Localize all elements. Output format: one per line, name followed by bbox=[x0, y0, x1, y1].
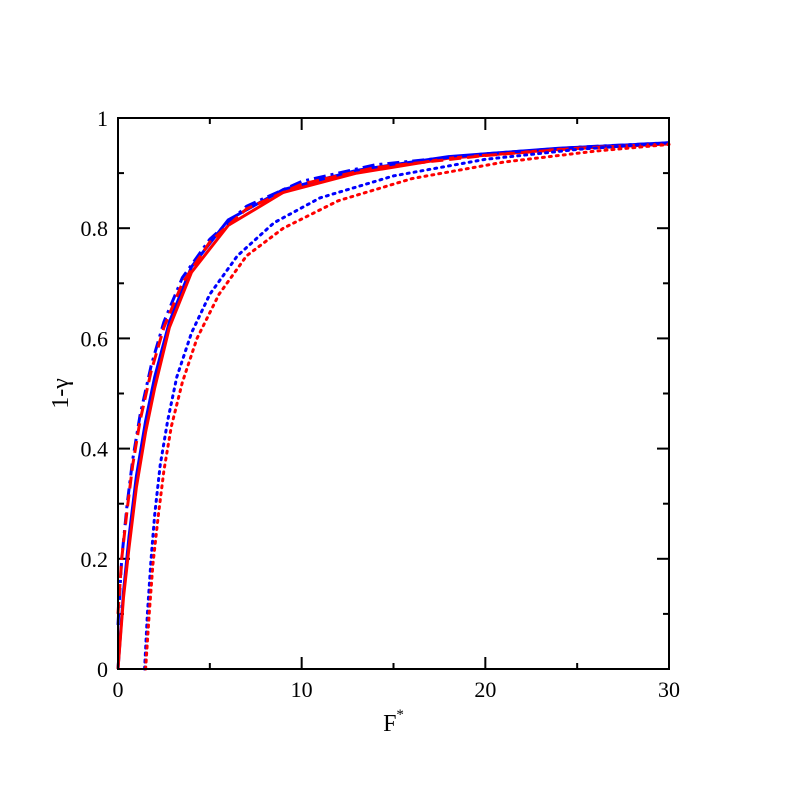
y-axis-label: 1-γ bbox=[48, 378, 74, 409]
x-axis-label: F* bbox=[383, 707, 404, 737]
plot-area bbox=[116, 141, 671, 671]
y-tick-label: 0.6 bbox=[81, 326, 109, 351]
x-tick-label: 0 bbox=[113, 677, 124, 702]
y-tick-label: 0 bbox=[97, 657, 108, 682]
x-tick-label: 20 bbox=[474, 677, 496, 702]
plot-frame bbox=[117, 117, 670, 670]
series-line-5 bbox=[144, 142, 671, 671]
tick-labels: 0 10 20 30 0 0.2 0.4 0.6 0.8 1 bbox=[81, 106, 681, 702]
y-tick-label: 0.4 bbox=[81, 437, 109, 462]
x-axis-label-superscript: * bbox=[396, 707, 404, 723]
y-tick-label: 0.2 bbox=[81, 547, 109, 572]
y-tick-label: 1 bbox=[97, 106, 108, 131]
x-tick-label: 30 bbox=[658, 677, 680, 702]
x-tick-label: 10 bbox=[291, 677, 313, 702]
y-tick-label: 0.8 bbox=[81, 216, 109, 241]
series-line-4 bbox=[143, 141, 671, 671]
x-axis-label-main: F bbox=[383, 711, 396, 737]
series-line-2 bbox=[116, 141, 670, 625]
series-line-3 bbox=[116, 142, 670, 615]
